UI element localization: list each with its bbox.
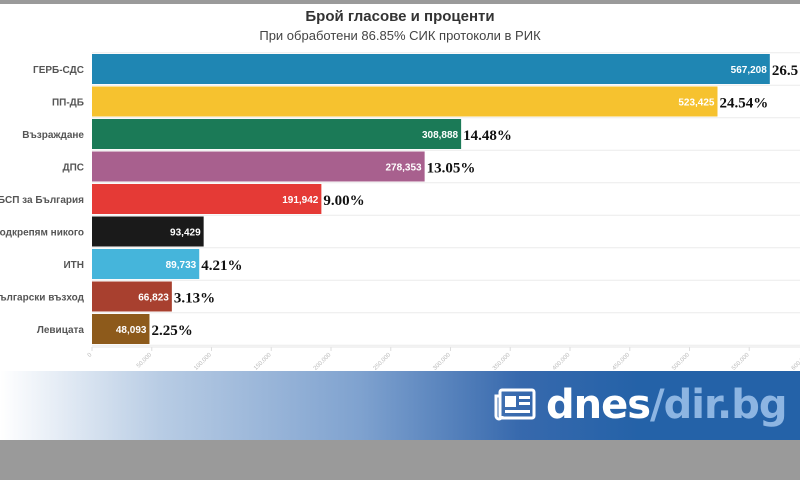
percent-label: 3.13% [174,291,215,307]
bar [92,184,322,214]
bar [92,54,770,84]
x-tick-label: 300,000 [432,352,452,372]
bar [92,216,204,247]
value-label: 567,208 [731,65,768,76]
x-tick-label: 50,000 [136,352,154,370]
value-label: 48,093 [116,325,147,336]
top-strip [0,0,800,4]
bar-chart: 0 50,000 100,000 150,000 200,000 250,000 300,0… [0,52,800,372]
bar [92,86,718,117]
x-tick-label: 600,000 [791,352,800,372]
value-label: 523,425 [678,98,715,109]
percent-label: 4.21% [201,258,242,274]
bar [92,249,200,279]
percent-label: 24.54% [719,96,768,112]
chart-subtitle: При обработени 86.85% СИК протоколи в РИ… [259,28,541,43]
x-tick-label: 200,000 [313,352,333,372]
x-tick-label: 400,000 [552,352,572,372]
x-tick-label: 0 [87,352,94,359]
percent-label: 26.5 [772,63,798,79]
bar [92,281,172,312]
bottom-gray-area [0,440,800,480]
x-tick-label: 350,000 [492,352,512,372]
percent-label: 14.48% [463,128,512,144]
newspaper-icon [494,388,536,421]
value-label: 66,823 [138,293,169,304]
value-label: 191,942 [282,195,319,206]
dnes-dir-logo[interactable]: dnes / dir.bg [494,380,788,430]
bar [92,151,425,182]
category-label: БСП за България [0,195,84,206]
category-label: подкрепям никого [0,228,84,239]
x-tick-label: 450,000 [612,352,632,372]
category-label: Възраждане [22,130,84,141]
logo-dir: dir.bg [663,382,788,428]
bar [92,119,462,149]
value-label: 89,733 [166,260,197,271]
chart-title: Брой гласове и проценти [305,8,495,25]
x-tick-label: 500,000 [671,352,691,372]
value-label: 93,429 [170,228,201,239]
category-label: ПП-ДБ [52,98,84,109]
value-label: 308,888 [422,130,459,141]
value-label: 278,353 [385,163,422,174]
percent-label: 9.00% [323,193,364,209]
logo-dnes: dnes [546,382,651,428]
category-label: ИТН [63,260,84,271]
logo-slash: / [650,382,665,428]
percent-label: 13.05% [427,161,476,177]
category-label: ДПС [62,163,84,174]
category-label: Левицата [37,325,85,336]
x-tick-label: 150,000 [253,352,273,372]
bar [92,314,150,344]
x-tick-label: 550,000 [731,352,751,372]
category-label: Български възход [0,293,85,304]
x-tick-label: 250,000 [373,352,393,372]
category-label: ГЕРБ-СДС [33,65,84,76]
x-tick-label: 100,000 [193,352,213,372]
percent-label: 2.25% [151,323,192,339]
brand-banner [0,371,800,440]
